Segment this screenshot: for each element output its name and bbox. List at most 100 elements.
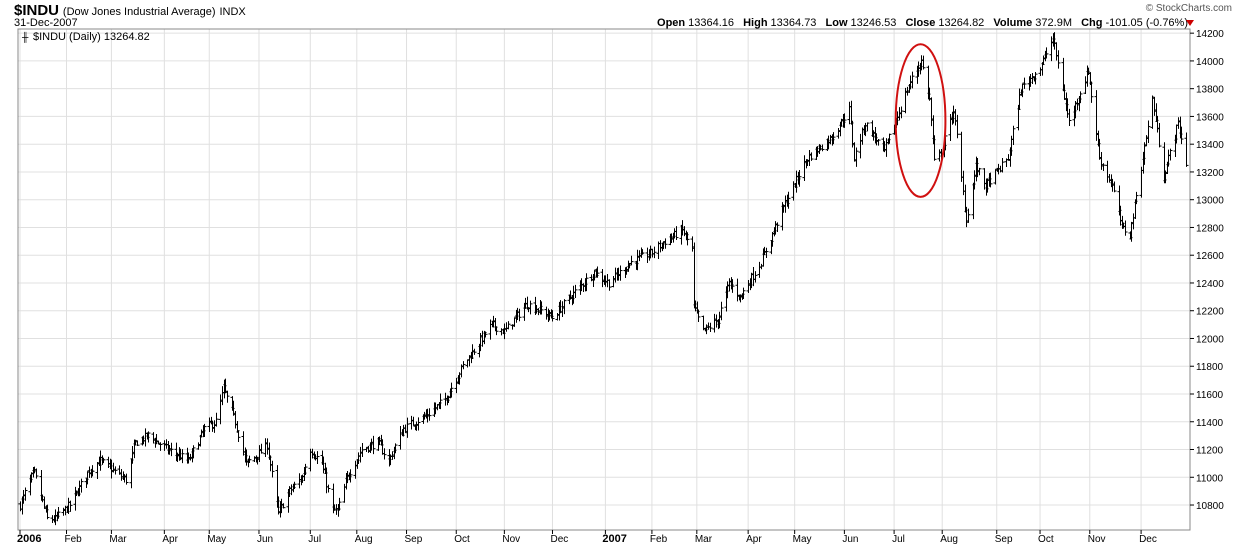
ohlc-bar: [690, 236, 695, 252]
ohlc-bar: [820, 144, 825, 152]
ohlc-bar: [390, 451, 395, 460]
y-tick-label: 12400: [1196, 279, 1224, 290]
ohlc-bar: [1112, 181, 1117, 193]
ohlc-bar: [714, 314, 719, 328]
ohlc-bar: [1054, 42, 1059, 61]
ohlc-bar: [18, 501, 23, 512]
ohlc-bar: [1179, 126, 1184, 145]
ohlc-bar: [807, 150, 812, 167]
ohlc-bar: [658, 240, 663, 253]
ohlc-bar: [265, 438, 270, 455]
ohlc-bar: [618, 265, 623, 281]
exchange: INDX: [219, 6, 246, 18]
ohlc-bar: [50, 515, 55, 524]
ohlc-bar: [348, 469, 353, 483]
ohlc-bar: [236, 430, 241, 442]
ohlc-bar: [544, 306, 549, 320]
down-arrow-icon: [1186, 20, 1194, 26]
ohlc-bar: [611, 275, 616, 288]
ohlc-bar: [560, 301, 565, 317]
ohlc-bar: [1089, 81, 1094, 103]
plot-legend: ╫ $INDU (Daily) 13264.82: [22, 31, 150, 43]
ohlc-bar: [842, 113, 847, 128]
ohlc-bar: [1067, 108, 1072, 126]
low-value: 13246.53: [850, 17, 897, 29]
ohlc-bar: [937, 149, 942, 162]
ohlc-bar: [135, 440, 140, 446]
ohlc-bar: [786, 191, 791, 209]
copyright-link[interactable]: © StockCharts.com: [1145, 3, 1232, 14]
ohlc-bar: [257, 445, 262, 462]
ohlc-bar: [1107, 174, 1112, 183]
ohlc-bar: [562, 299, 567, 315]
ohlc-bar: [101, 457, 106, 464]
ohlc-bar: [268, 455, 273, 472]
x-tick-label: Dec: [550, 534, 568, 545]
ohlc-bar: [809, 152, 814, 161]
x-tick-label: Aug: [355, 534, 373, 545]
ohlc-bar: [61, 507, 66, 516]
x-tick-label: Feb: [65, 534, 83, 545]
volume-value: 372.9M: [1035, 17, 1072, 29]
open-label: Open: [657, 17, 686, 29]
ohlc-bar: [847, 101, 852, 125]
ohlc-bar: [454, 377, 459, 394]
ohlc-bar: [1134, 191, 1139, 205]
ohlc-bar: [757, 261, 762, 278]
ohlc-bar: [169, 442, 174, 457]
ohlc-bar: [539, 301, 544, 315]
ohlc-bar: [382, 448, 387, 460]
ohlc-bar: [887, 133, 892, 144]
y-tick-label: 14000: [1196, 57, 1224, 68]
ohlc-bar: [143, 428, 148, 447]
ohlc-bar: [581, 283, 586, 292]
price-bars: [18, 32, 1189, 526]
ohlc-bar: [1150, 95, 1155, 129]
ohlc-bar: [23, 487, 28, 501]
ohlc-bar: [73, 486, 78, 511]
ohlc-bar: [719, 301, 724, 321]
open-value: 13364.16: [688, 17, 735, 29]
ohlc-bar: [393, 443, 398, 454]
ohlc-bar: [371, 435, 376, 455]
ohlc-bar: [1152, 97, 1157, 116]
ohlc-bar: [1056, 50, 1061, 69]
x-tick-label: Jul: [892, 534, 905, 545]
ohlc-bar: [164, 439, 169, 449]
ohlc-bar: [1146, 120, 1151, 144]
x-tick-label: Nov: [1088, 534, 1106, 545]
ohlc-bar: [1049, 36, 1054, 62]
ohlc-bar: [207, 417, 212, 433]
ohlc-bar: [775, 222, 780, 232]
ohlc-bar: [1078, 91, 1083, 104]
ohlc-bar: [247, 455, 252, 463]
ohlc-bar: [1101, 163, 1106, 171]
ohlc-bar: [68, 500, 73, 512]
ohlc-bar: [584, 273, 589, 292]
ohlc-bar: [959, 131, 964, 182]
ohlc-bar: [202, 423, 207, 438]
x-tick-label: May: [207, 534, 226, 545]
x-tick-label: 2007: [602, 533, 626, 545]
ohlc-bar: [1123, 220, 1128, 236]
ohlc-bar: [831, 132, 836, 145]
bar-series-icon: ╫: [22, 32, 29, 42]
chart-date: 31-Dec-2007: [14, 17, 78, 29]
ohlc-bar: [753, 271, 758, 283]
x-tick-label: Sep: [405, 534, 423, 545]
chg-value: -101.05 (-0.76%): [1105, 17, 1188, 29]
y-tick-label: 13800: [1196, 85, 1224, 96]
ohlc-bar: [1033, 71, 1038, 85]
symbol-title: $INDU (Dow Jones Industrial Average) IND…: [14, 2, 246, 19]
ohlc-bar: [1006, 154, 1011, 161]
ohlc-bar: [929, 97, 934, 127]
x-axis: 2006 Feb Mar Apr May Jun Jul Aug Sep Oct Nov Dec 200…: [17, 530, 1157, 545]
ohlc-bar: [865, 122, 870, 132]
ohlc-bar: [199, 429, 204, 438]
y-tick-label: 14200: [1196, 29, 1224, 40]
ohlc-bar: [517, 308, 522, 322]
y-tick-label: 13600: [1196, 112, 1224, 123]
x-tick-label: Dec: [1139, 534, 1157, 545]
ohlc-bar: [712, 313, 717, 333]
